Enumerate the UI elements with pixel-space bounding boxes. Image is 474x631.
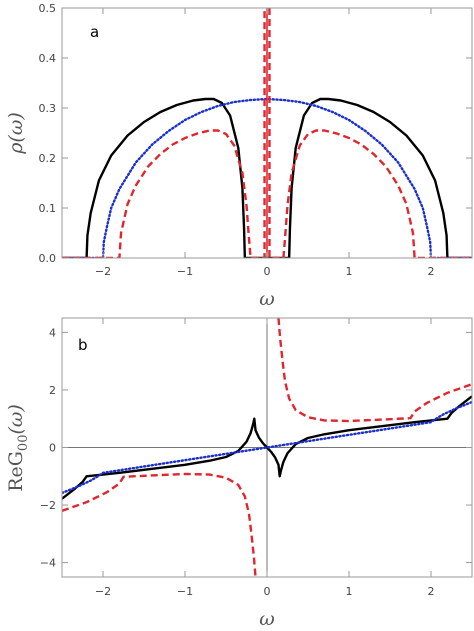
y-axis-label: ReG00(ω)	[5, 404, 31, 492]
x-tick-label: −1	[177, 265, 193, 278]
x-tick-label: 2	[428, 585, 435, 598]
series-line-dashed-3	[277, 318, 472, 423]
y-tick-label: −4	[40, 557, 56, 570]
y-tick-label: 0.2	[39, 152, 57, 165]
panel-label: b	[78, 336, 88, 354]
x-axis-label: ω	[259, 608, 275, 630]
x-tick-label: −2	[95, 265, 111, 278]
x-tick-label: 1	[346, 585, 353, 598]
x-tick-label: −2	[95, 585, 111, 598]
y-tick-label: 0.1	[39, 202, 57, 215]
y-tick-label: 2	[49, 384, 56, 397]
panel-label: a	[90, 23, 99, 41]
y-tick-label: 0.0	[39, 252, 57, 265]
series-line-dashed-2	[62, 472, 257, 577]
x-tick-label: 2	[428, 265, 435, 278]
x-tick-label: 1	[346, 265, 353, 278]
series-line-dashed-3	[268, 8, 472, 258]
x-tick-label: 0	[264, 585, 271, 598]
panel-b: −2 −1 0 1 2 −4 −2 0 2 4 b ω ReG00(ω)	[5, 317, 473, 630]
y-tick-label: 0.4	[39, 52, 57, 65]
x-tick-label: 0	[264, 265, 271, 278]
x-axis-label: ω	[259, 288, 275, 310]
series-line-dotted-1	[62, 400, 472, 495]
y-tick-label: 0	[49, 442, 56, 455]
series-line-solid-0	[62, 97, 472, 258]
series-group	[62, 8, 472, 258]
y-tick-label: 4	[49, 326, 56, 339]
series-group	[62, 318, 472, 577]
y-tick-label: 0.3	[39, 102, 57, 115]
y-tick-label: 0.5	[39, 2, 57, 15]
series-line-dashed-2	[62, 8, 266, 258]
y-axis-label: ρ(ω)	[5, 112, 27, 155]
panel-a: −2 −1 0 1 2 0.0 0.1 0.2 0.3 0.4 0.5 a ω ρ(ω)	[5, 2, 473, 310]
y-tick-label: −2	[40, 499, 56, 512]
x-tick-label: −1	[177, 585, 193, 598]
